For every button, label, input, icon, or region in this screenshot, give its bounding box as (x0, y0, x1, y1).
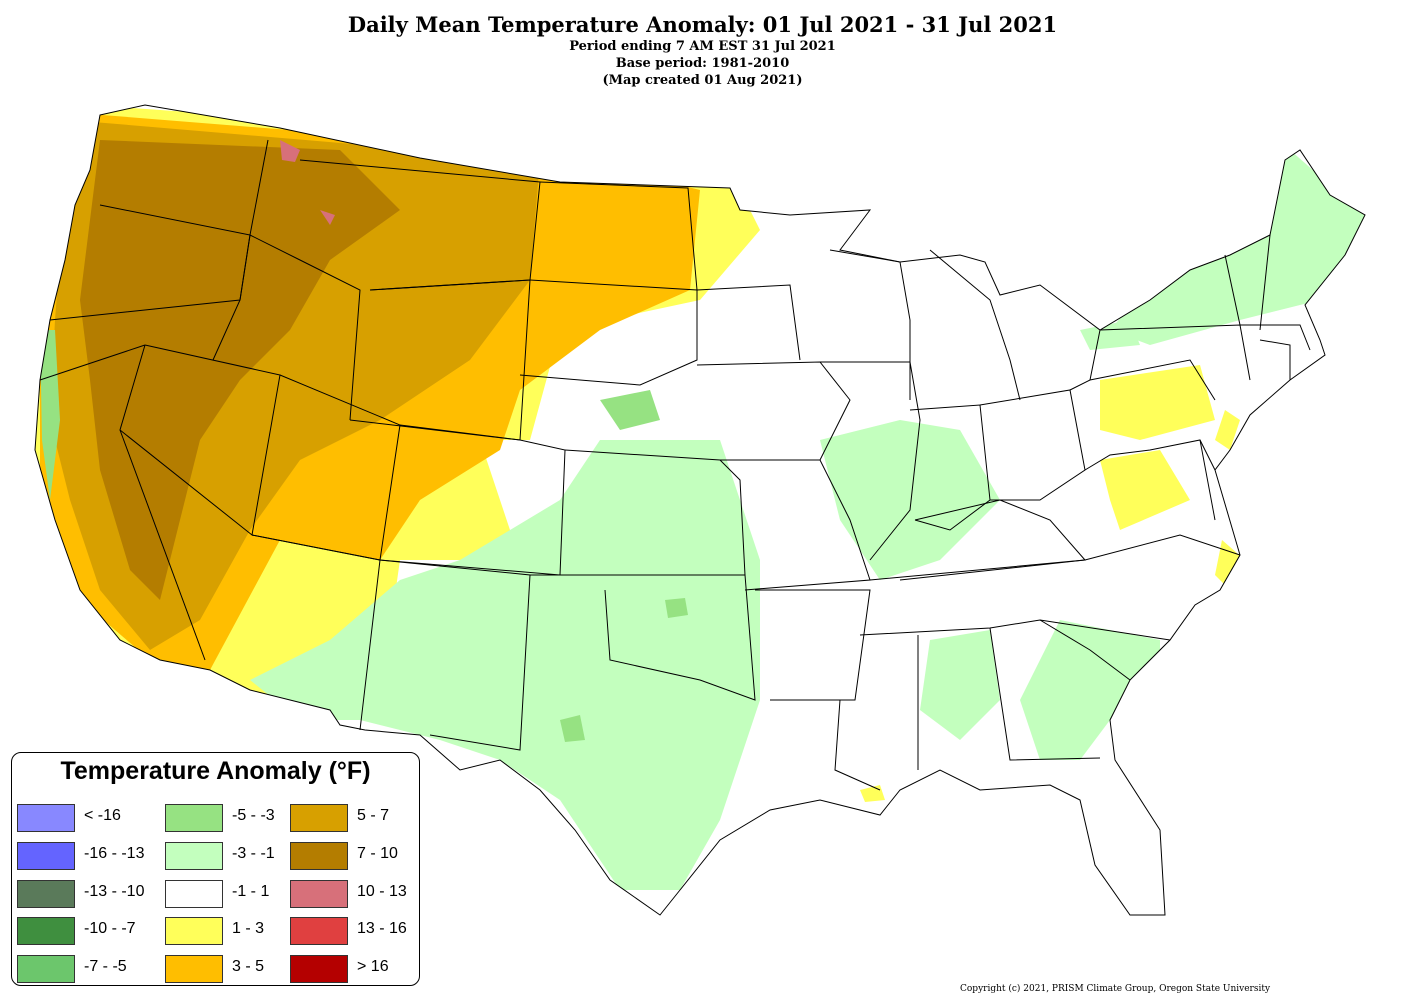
legend-title: Temperature Anomaly (°F) (60, 757, 371, 785)
legend-swatch (17, 804, 75, 832)
legend-label: 13 - 16 (357, 920, 407, 937)
state-boundaries (34, 104, 1366, 916)
legend-swatch (17, 917, 75, 945)
legend-label: -7 - -5 (84, 958, 127, 975)
legend-swatch (290, 955, 348, 983)
legend-swatch (17, 955, 75, 983)
legend-label: 5 - 7 (357, 807, 390, 824)
legend: Temperature Anomaly (°F) < -16 -16 - -13… (11, 752, 420, 986)
legend-label: > 16 (357, 958, 389, 975)
legend-label: 1 - 3 (232, 920, 265, 937)
base-period-subtitle: Base period: 1981-2010 (615, 56, 790, 71)
legend-swatch (290, 880, 348, 908)
copyright-notice: Copyright (c) 2021, PRISM Climate Group,… (960, 984, 1271, 994)
period-subtitle: Period ending 7 AM EST 31 Jul 2021 (569, 39, 836, 54)
legend-label: -13 - -10 (84, 883, 145, 900)
legend-label: < -16 (84, 807, 121, 824)
legend-swatch (165, 880, 223, 908)
legend-swatch (290, 842, 348, 870)
legend-label: 7 - 10 (357, 845, 398, 862)
legend-swatch (290, 804, 348, 832)
legend-swatch (165, 804, 223, 832)
map-title: Daily Mean Temperature Anomaly: 01 Jul 2… (347, 12, 1058, 37)
legend-label: -10 - -7 (84, 920, 136, 937)
legend-label: 10 - 13 (357, 883, 407, 900)
legend-swatch (290, 917, 348, 945)
legend-label: -3 - -1 (232, 845, 275, 862)
legend-label: -16 - -13 (84, 845, 145, 862)
legend-swatch (17, 880, 75, 908)
legend-swatch (165, 842, 223, 870)
legend-swatch (17, 842, 75, 870)
legend-label: 3 - 5 (232, 958, 265, 975)
created-subtitle: (Map created 01 Aug 2021) (602, 73, 803, 88)
legend-label: -5 - -3 (232, 807, 275, 824)
legend-swatch (165, 917, 223, 945)
legend-swatch (165, 955, 223, 983)
legend-label: -1 - 1 (232, 883, 270, 900)
